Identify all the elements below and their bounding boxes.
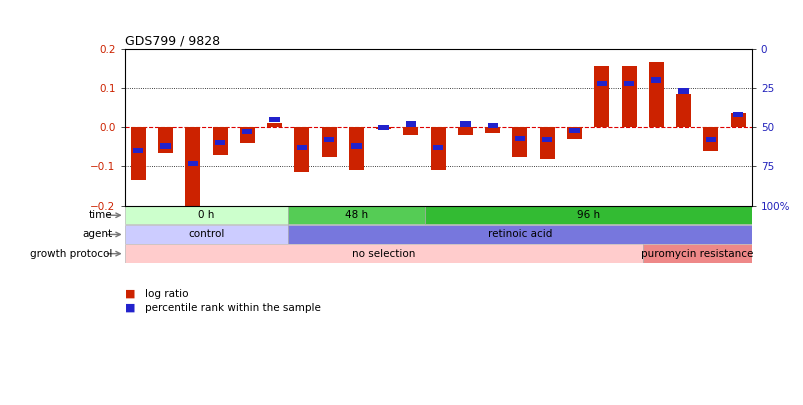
Bar xyxy=(730,113,744,127)
Bar xyxy=(675,94,691,127)
Bar xyxy=(514,136,524,141)
Text: agent: agent xyxy=(83,230,112,239)
Bar xyxy=(642,245,751,263)
Text: 96 h: 96 h xyxy=(576,210,599,220)
Text: puromycin resistance: puromycin resistance xyxy=(640,249,752,259)
Bar xyxy=(378,125,389,130)
Bar xyxy=(566,127,581,139)
Bar xyxy=(269,117,279,122)
Bar xyxy=(324,137,334,142)
Bar xyxy=(187,161,198,166)
Text: 48 h: 48 h xyxy=(344,210,368,220)
Text: percentile rank within the sample: percentile rank within the sample xyxy=(145,303,320,313)
Bar xyxy=(349,127,364,171)
Bar xyxy=(433,145,442,150)
Bar xyxy=(403,127,418,135)
Bar xyxy=(623,81,634,86)
Text: 0 h: 0 h xyxy=(198,210,214,220)
Text: no selection: no selection xyxy=(352,249,415,259)
Bar xyxy=(158,127,173,153)
Bar xyxy=(424,206,751,224)
Bar xyxy=(294,127,309,172)
Bar xyxy=(296,145,307,150)
Text: growth protocol: growth protocol xyxy=(31,249,112,259)
Bar xyxy=(287,206,424,224)
Bar xyxy=(160,143,170,149)
Bar xyxy=(678,88,688,94)
Bar xyxy=(321,127,336,157)
Bar xyxy=(539,127,554,158)
Bar xyxy=(569,128,579,133)
Bar xyxy=(267,123,282,127)
Bar xyxy=(732,112,742,117)
Bar xyxy=(124,225,287,244)
Bar xyxy=(621,66,636,127)
Text: ■: ■ xyxy=(124,303,135,313)
Bar xyxy=(705,137,715,142)
Bar xyxy=(458,127,472,135)
Bar xyxy=(703,127,717,151)
Bar xyxy=(214,140,225,145)
Bar xyxy=(133,148,143,153)
Bar xyxy=(131,127,145,180)
Bar xyxy=(239,127,255,143)
Bar xyxy=(596,81,606,86)
Bar xyxy=(124,206,287,224)
Bar xyxy=(430,127,445,171)
Bar xyxy=(212,127,227,155)
Text: control: control xyxy=(188,230,224,239)
Bar xyxy=(648,62,663,127)
Text: time: time xyxy=(89,210,112,220)
Bar xyxy=(487,123,497,128)
Text: GDS799 / 9828: GDS799 / 9828 xyxy=(124,34,219,47)
Bar xyxy=(124,245,642,263)
Bar xyxy=(650,77,661,83)
Bar xyxy=(512,127,527,157)
Bar xyxy=(593,66,609,127)
Bar xyxy=(406,122,416,126)
Bar xyxy=(242,129,252,134)
Bar xyxy=(185,127,200,208)
Bar xyxy=(287,225,751,244)
Text: retinoic acid: retinoic acid xyxy=(487,230,552,239)
Text: log ratio: log ratio xyxy=(145,289,188,298)
Bar xyxy=(459,122,470,126)
Bar xyxy=(484,127,499,133)
Bar xyxy=(541,137,552,142)
Bar xyxy=(351,143,361,149)
Text: ■: ■ xyxy=(124,289,135,298)
Bar xyxy=(376,127,390,129)
